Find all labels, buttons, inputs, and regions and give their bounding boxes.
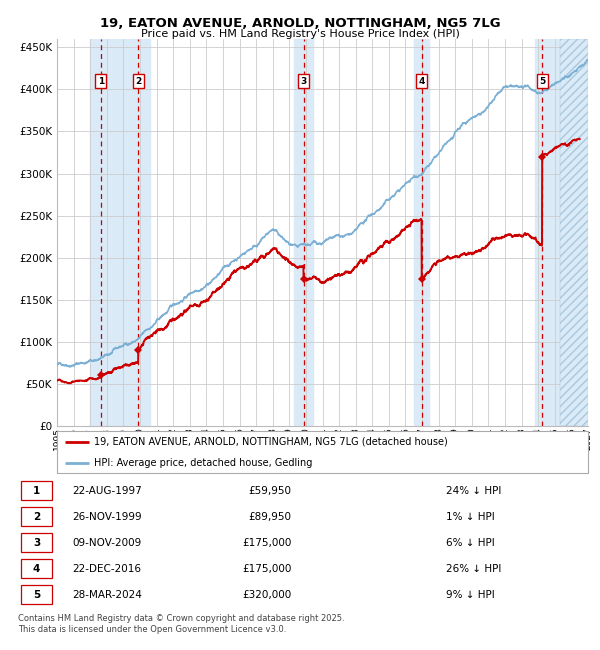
- FancyBboxPatch shape: [21, 508, 52, 526]
- Text: 22-DEC-2016: 22-DEC-2016: [72, 564, 141, 574]
- FancyBboxPatch shape: [21, 586, 52, 604]
- Text: 24% ↓ HPI: 24% ↓ HPI: [445, 486, 501, 496]
- Bar: [560, 39, 588, 426]
- Text: 3: 3: [33, 538, 40, 548]
- Text: 6% ↓ HPI: 6% ↓ HPI: [445, 538, 494, 548]
- Text: 5: 5: [539, 77, 545, 86]
- Text: £175,000: £175,000: [242, 538, 292, 548]
- Text: 19, EATON AVENUE, ARNOLD, NOTTINGHAM, NG5 7LG: 19, EATON AVENUE, ARNOLD, NOTTINGHAM, NG…: [100, 17, 500, 30]
- Text: 5: 5: [33, 590, 40, 600]
- Text: 4: 4: [419, 77, 425, 86]
- Text: HPI: Average price, detached house, Gedling: HPI: Average price, detached house, Gedl…: [94, 458, 313, 467]
- Bar: [294, 39, 313, 426]
- FancyBboxPatch shape: [21, 482, 52, 500]
- Text: 1: 1: [98, 77, 104, 86]
- Text: Contains HM Land Registry data © Crown copyright and database right 2025.: Contains HM Land Registry data © Crown c…: [18, 614, 344, 623]
- Text: 26-NOV-1999: 26-NOV-1999: [72, 512, 142, 522]
- Text: £320,000: £320,000: [242, 590, 292, 600]
- Text: 28-MAR-2024: 28-MAR-2024: [72, 590, 142, 600]
- Text: 9% ↓ HPI: 9% ↓ HPI: [445, 590, 494, 600]
- Text: 3: 3: [301, 77, 307, 86]
- Bar: [535, 39, 588, 426]
- Text: 4: 4: [33, 564, 40, 574]
- Text: Price paid vs. HM Land Registry's House Price Index (HPI): Price paid vs. HM Land Registry's House …: [140, 29, 460, 39]
- Text: This data is licensed under the Open Government Licence v3.0.: This data is licensed under the Open Gov…: [18, 625, 286, 634]
- Text: £59,950: £59,950: [248, 486, 292, 496]
- Text: 19, EATON AVENUE, ARNOLD, NOTTINGHAM, NG5 7LG (detached house): 19, EATON AVENUE, ARNOLD, NOTTINGHAM, NG…: [94, 437, 448, 447]
- Text: 1: 1: [33, 486, 40, 496]
- FancyBboxPatch shape: [57, 431, 588, 473]
- Text: 2: 2: [33, 512, 40, 522]
- Text: 1% ↓ HPI: 1% ↓ HPI: [445, 512, 494, 522]
- Text: £175,000: £175,000: [242, 564, 292, 574]
- Text: 22-AUG-1997: 22-AUG-1997: [72, 486, 142, 496]
- Text: 26% ↓ HPI: 26% ↓ HPI: [445, 564, 501, 574]
- FancyBboxPatch shape: [21, 534, 52, 552]
- FancyBboxPatch shape: [21, 560, 52, 578]
- Bar: [90, 39, 150, 426]
- Text: 09-NOV-2009: 09-NOV-2009: [72, 538, 142, 548]
- Bar: [414, 39, 429, 426]
- Text: £89,950: £89,950: [248, 512, 292, 522]
- Text: 2: 2: [135, 77, 142, 86]
